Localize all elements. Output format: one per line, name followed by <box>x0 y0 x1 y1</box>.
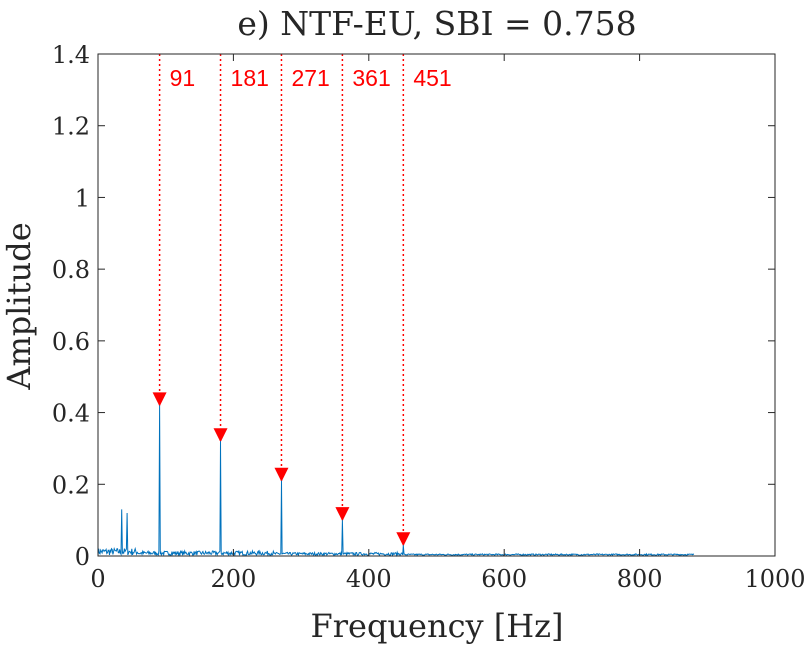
x-tick-label: 400 <box>346 565 392 593</box>
harmonic-label: 181 <box>231 65 269 91</box>
y-tick-label: 1.2 <box>52 113 90 141</box>
harmonic-label: 271 <box>291 65 329 91</box>
harmonic-marker <box>274 467 289 482</box>
plot-frame <box>97 53 776 557</box>
y-tick-label: 0 <box>75 543 90 571</box>
x-tick-label: 800 <box>617 565 663 593</box>
y-tick-label: 1.4 <box>52 41 90 69</box>
y-tick-label: 0.2 <box>52 471 90 499</box>
harmonic-label: 91 <box>170 65 196 91</box>
y-tick-label: 0.8 <box>52 256 90 284</box>
x-tick-label: 0 <box>90 565 105 593</box>
spectrum-line <box>97 405 695 558</box>
y-tick-label: 0.4 <box>52 400 90 428</box>
y-tick-label: 0.6 <box>52 328 90 356</box>
chart-title: e) NTF-EU, SBI = 0.758 <box>237 4 636 43</box>
harmonic-label: 361 <box>352 65 390 91</box>
harmonic-markers: 91 181 271 361 451 <box>152 54 452 547</box>
harmonic-marker <box>213 428 228 443</box>
spectrum-series <box>97 405 695 558</box>
x-tick-label: 1000 <box>744 565 805 593</box>
harmonic-marker <box>335 507 350 522</box>
y-tick-label: 1 <box>75 184 90 212</box>
harmonic-label: 451 <box>413 65 451 91</box>
y-axis-label: Amplitude <box>0 222 38 390</box>
axis-ticks: 0 200 400 600 800 1000 0 0.2 0.4 0.6 0.8 1 1.2 1.4 <box>52 41 806 593</box>
harmonic-marker <box>396 532 411 547</box>
harmonic-marker <box>152 392 167 407</box>
x-axis-label: Frequency [Hz] <box>311 607 564 645</box>
x-tick-label: 600 <box>481 565 527 593</box>
x-tick-label: 200 <box>210 565 256 593</box>
